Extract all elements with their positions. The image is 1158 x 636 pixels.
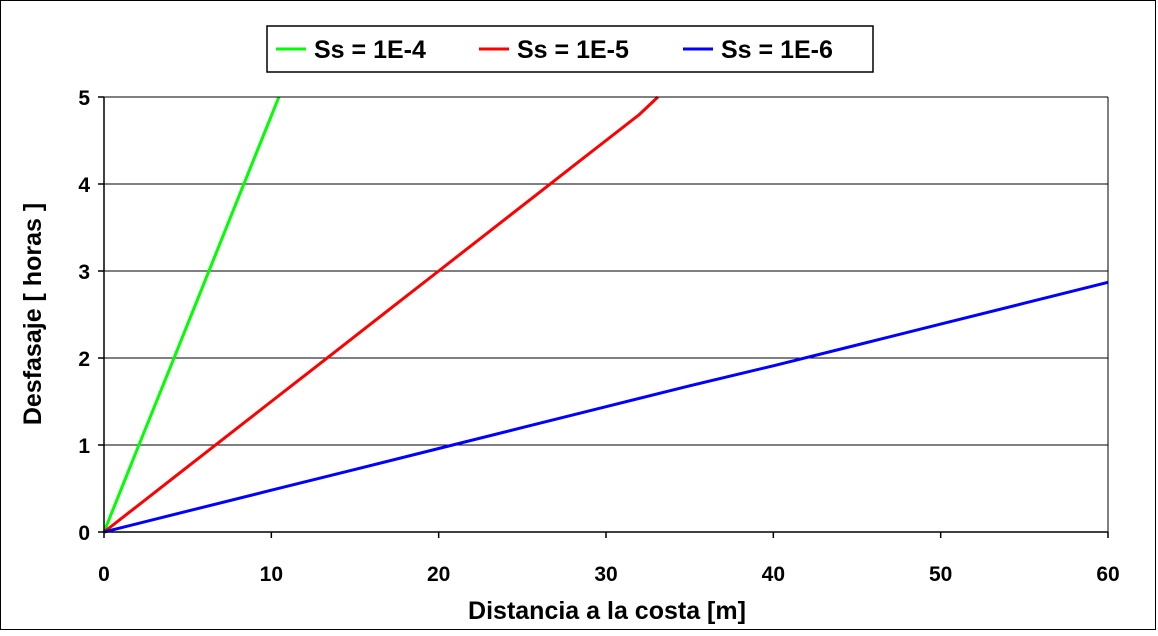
x-tick-label: 40 — [762, 563, 785, 586]
y-axis-label: Desfasaje [ horas ] — [19, 203, 47, 425]
legend-box — [266, 25, 874, 73]
y-tick-label: 0 — [78, 522, 90, 545]
x-tick-label: 60 — [1096, 563, 1119, 586]
x-tick-label: 20 — [427, 563, 450, 586]
y-tick-label: 2 — [78, 348, 90, 371]
legend-label-1: Ss = 1E-4 — [314, 36, 426, 64]
x-tick-label: 0 — [98, 563, 110, 586]
x-tick-label: 30 — [594, 563, 617, 586]
series-line-2 — [103, 95, 659, 534]
legend: Ss = 1E-4 Ss = 1E-5 Ss = 1E-6 — [266, 25, 874, 73]
x-tick-label: 50 — [929, 563, 952, 586]
y-tick-label: 3 — [78, 261, 90, 284]
series-line-1 — [102, 96, 281, 533]
y-tick-label: 5 — [78, 87, 90, 110]
grid-layer — [104, 96, 1108, 446]
y-tick-label: 4 — [78, 174, 90, 197]
series-line-3 — [103, 280, 1109, 534]
x-axis-label: Distancia a la costa [m] — [468, 597, 746, 625]
axis-layer — [98, 96, 1109, 538]
y-tick-label: 1 — [78, 435, 90, 458]
legend-label-3: Ss = 1E-6 — [721, 36, 833, 64]
series-layer — [102, 95, 1109, 534]
x-tick-label: 10 — [260, 563, 283, 586]
legend-label-2: Ss = 1E-5 — [517, 36, 629, 64]
